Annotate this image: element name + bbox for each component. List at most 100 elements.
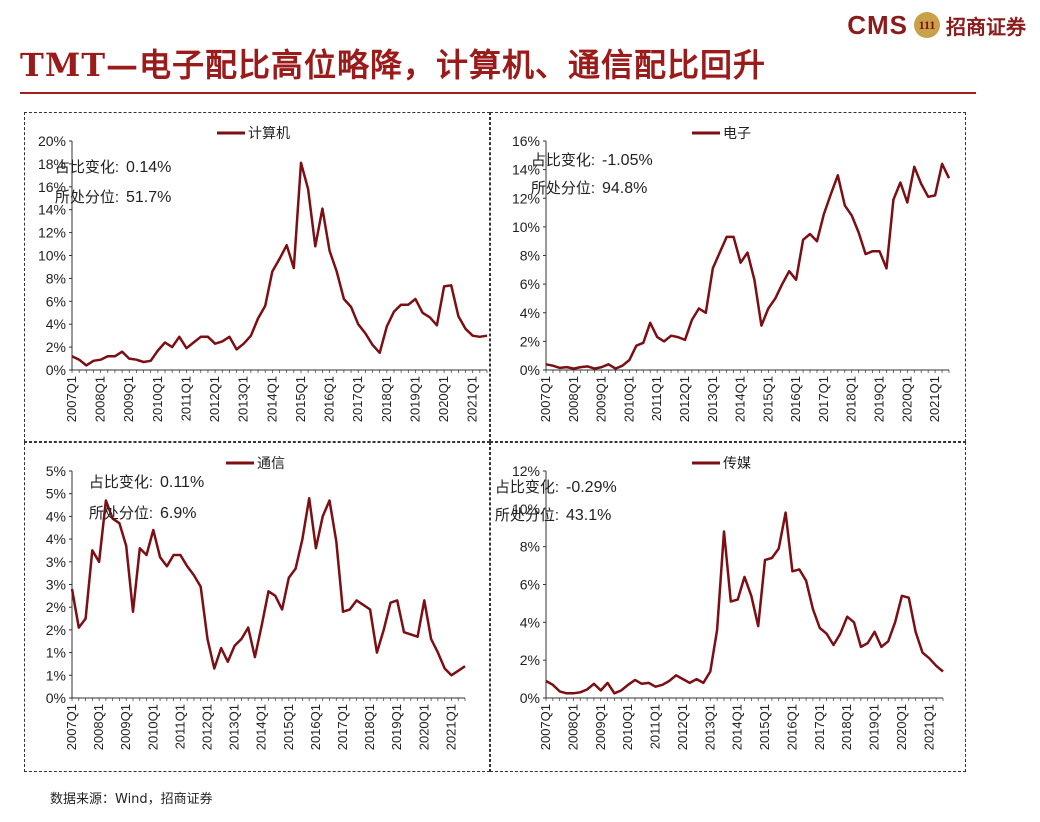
y-tick-label: 4% [46, 316, 66, 332]
y-tick-label: 1% [46, 645, 66, 661]
x-tick-label: 2012Q1 [200, 704, 215, 750]
x-tick-label: 2010Q1 [620, 704, 635, 750]
y-tick-label: 0% [520, 690, 540, 706]
title-divider [20, 92, 976, 94]
legend-label: 电子 [723, 125, 751, 141]
y-tick-label: 2% [520, 333, 540, 349]
chart-panel-electronics: 0% 2% 4% 6% 8% 10% 12% 14% 16% 2007Q1 2008Q1 2009Q1… [490, 112, 966, 442]
x-tick-label: 2015Q1 [293, 376, 308, 422]
x-tick-label: 2009Q1 [593, 704, 608, 750]
annotation-change-label: 占比变化: [531, 152, 595, 169]
x-tick-label: 2017Q1 [335, 704, 350, 750]
y-tick-label: 16% [38, 179, 66, 195]
x-tick-label: 2015Q1 [757, 704, 772, 750]
y-tick-label: 8% [520, 539, 540, 555]
x-tick-label: 2020Q1 [416, 704, 431, 750]
x-tick-label: 2016Q1 [308, 704, 323, 750]
chart-panel-media: 0% 2% 4% 6% 8% 10% 12% 2007Q1 2008Q1 2009Q1 2010Q1… [490, 442, 966, 772]
y-tick-label: 10% [512, 501, 540, 517]
y-tick-label: 6% [46, 293, 66, 309]
x-tick-label: 2019Q1 [872, 376, 887, 422]
x-tick-label: 2021Q1 [921, 704, 936, 750]
x-tick-label: 2009Q1 [594, 376, 609, 422]
x-tick-label: 2021Q1 [465, 376, 480, 422]
y-tick-label: 4% [520, 614, 540, 630]
annotation-percentile-label: 所处分位: [55, 189, 119, 206]
series-line [71, 161, 488, 367]
x-tick-label: 2019Q1 [867, 704, 882, 750]
annotation-change-value: 0.11% [160, 474, 204, 491]
y-tick-label: 4% [46, 531, 66, 547]
y-tick-label: 18% [38, 156, 66, 172]
logo-text: CMS [847, 9, 908, 40]
annotation-percentile-value: 6.9% [160, 505, 196, 522]
x-tick-label: 2020Q1 [899, 376, 914, 422]
x-tick-label: 2016Q1 [322, 376, 337, 422]
annotation-change-label: 占比变化: [55, 159, 119, 176]
x-tick-label: 2008Q1 [91, 704, 106, 750]
x-tick-label: 2007Q1 [64, 704, 79, 750]
x-tick-label: 2021Q1 [927, 376, 942, 422]
company-logo: CMS 111 招商证券 [847, 8, 1026, 42]
x-tick-label: 2013Q1 [236, 376, 251, 422]
y-tick-label: 12% [512, 463, 540, 479]
x-tick-label: 2008Q1 [566, 376, 581, 422]
legend-label: 通信 [257, 455, 285, 471]
x-tick-label: 2019Q1 [389, 704, 404, 750]
x-tick-label: 2019Q1 [407, 376, 422, 422]
page-title: TMT—电子配比高位略降，计算机、通信配比回升 [20, 46, 767, 84]
x-tick-label: 2007Q1 [64, 376, 79, 422]
annotation-change-label: 占比变化: [495, 479, 559, 496]
y-tick-label: 2% [520, 652, 540, 668]
series-line [545, 162, 951, 370]
x-tick-label: 2012Q1 [675, 704, 690, 750]
x-tick-label: 2017Q1 [812, 704, 827, 750]
y-tick-label: 6% [520, 276, 540, 292]
y-tick-label: 0% [520, 362, 540, 378]
x-tick-label: 2013Q1 [702, 704, 717, 750]
logo-badge-icon: 111 [914, 12, 940, 38]
y-tick-label: 14% [512, 162, 540, 178]
chart-svg: 0% 2% 4% 6% 8% 10% 12% 14% 16% 18% 20% 2007Q1 2008Q1… [38, 125, 488, 422]
y-tick-label: 4% [520, 305, 540, 321]
y-tick-label: 2% [46, 622, 66, 638]
annotation-percentile-label: 所处分位: [89, 505, 153, 522]
x-tick-label: 2015Q1 [760, 376, 775, 422]
chart-panel-computer: 0% 2% 4% 6% 8% 10% 12% 14% 16% 18% 20% 2007Q1 2008Q1… [24, 112, 490, 442]
y-tick-label: 8% [46, 270, 66, 286]
x-tick-label: 2016Q1 [784, 704, 799, 750]
y-tick-label: 0% [46, 362, 66, 378]
annotation-percentile-label: 所处分位: [495, 507, 559, 524]
x-tick-label: 2010Q1 [150, 376, 165, 422]
x-tick-label: 2013Q1 [705, 376, 720, 422]
y-tick-label: 20% [38, 133, 66, 149]
x-tick-label: 2011Q1 [649, 376, 664, 421]
company-name: 招商证券 [946, 14, 1026, 39]
y-tick-label: 0% [46, 690, 66, 706]
x-tick-label: 2007Q1 [538, 376, 553, 422]
annotation-percentile-label: 所处分位: [531, 180, 595, 197]
x-tick-label: 2018Q1 [379, 376, 394, 422]
series-line [545, 511, 944, 695]
x-tick-label: 2014Q1 [264, 376, 279, 422]
x-tick-label: 2020Q1 [894, 704, 909, 750]
x-tick-label: 2020Q1 [436, 376, 451, 422]
x-tick-label: 2018Q1 [362, 704, 377, 750]
x-tick-label: 2017Q1 [816, 376, 831, 422]
y-tick-label: 5% [46, 486, 66, 502]
chart-svg: 0% 1% 1% 2% 2% 3% 3% 4% 4% 5% 5% 2007Q1 2008Q1 2009Q1… [46, 455, 466, 750]
y-tick-label: 1% [46, 667, 66, 683]
x-tick-label: 2012Q1 [677, 376, 692, 422]
x-tick-label: 2007Q1 [538, 704, 553, 750]
series-line [70, 496, 466, 677]
x-tick-label: 2010Q1 [621, 376, 636, 422]
annotation-change-value: -1.05% [602, 152, 653, 169]
annotation-change-value: -0.29% [566, 479, 617, 496]
x-tick-label: 2018Q1 [844, 376, 859, 422]
x-tick-label: 2015Q1 [281, 704, 296, 750]
legend-label: 传媒 [723, 455, 751, 471]
x-tick-label: 2017Q1 [350, 376, 365, 422]
y-tick-label: 14% [38, 202, 66, 218]
y-tick-label: 10% [38, 248, 66, 264]
x-tick-label: 2011Q1 [178, 376, 193, 421]
